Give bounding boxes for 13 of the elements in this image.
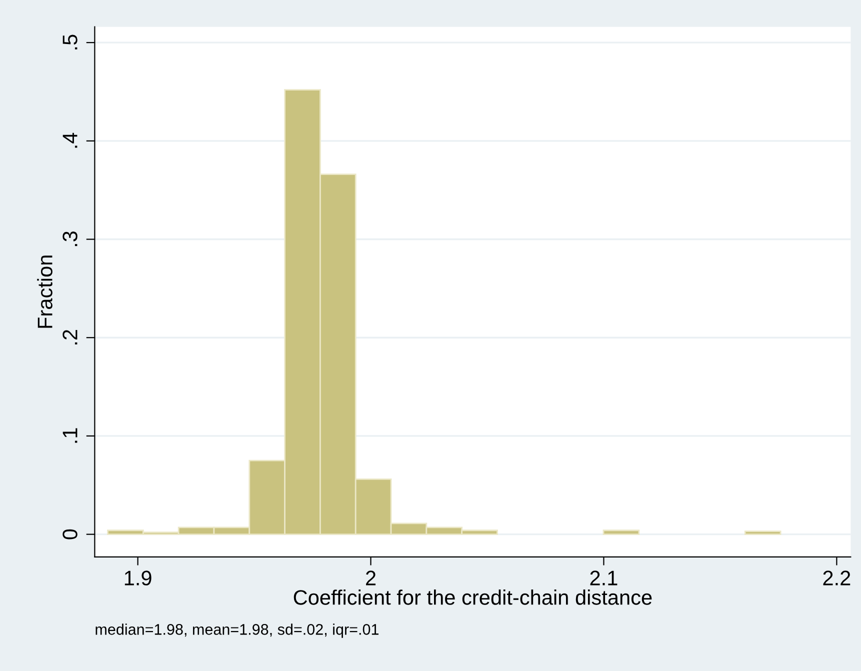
y-tick-label: .2 (62, 330, 78, 344)
x-axis-title: Coefficient for the credit-chain distance (294, 590, 652, 605)
y-axis-title: Fraction (37, 256, 52, 328)
y-tick-label: .4 (62, 132, 78, 148)
y-tick-label: .1 (62, 428, 78, 443)
text: median=1.98, mean=1.98, sd=.02, iqr=.01 (96, 624, 379, 638)
x-tick-label: 1.9 (124, 570, 152, 586)
x-tick-label: 2.1 (590, 570, 618, 586)
y-tick-label: .3 (62, 231, 78, 246)
y-tick-label: 0 (62, 529, 78, 540)
x-tick-label: 2.2 (823, 570, 850, 586)
x-tick-label: 2 (366, 570, 376, 586)
y-tick-label: .5 (62, 34, 78, 50)
